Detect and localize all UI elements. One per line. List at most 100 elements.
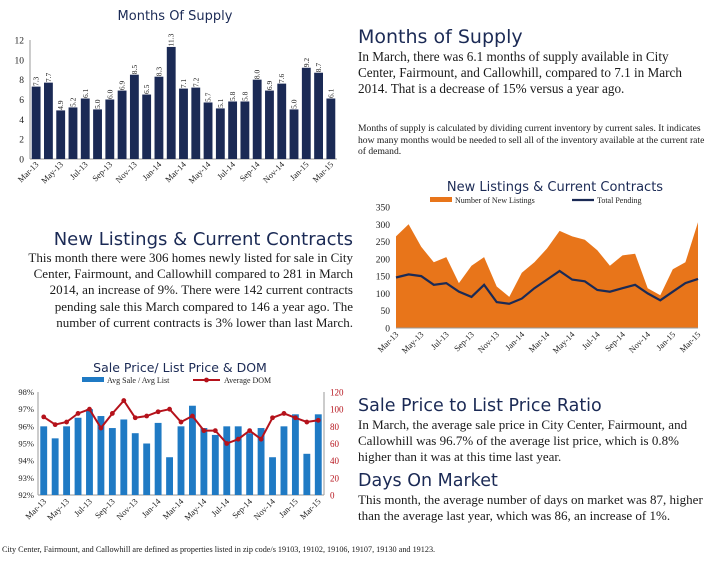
right-tick-label: 80 bbox=[330, 422, 340, 432]
x-tick-label: Jan-14 bbox=[140, 159, 164, 183]
right-tick-label: 100 bbox=[330, 405, 344, 415]
x-tick-label: Mar-14 bbox=[160, 496, 186, 522]
left-tick-label: 96% bbox=[18, 421, 34, 431]
ratio-bar bbox=[189, 405, 196, 495]
sale-price-chart: 92% 93% 94% 95% 96% 97% 98% 0 20 40 60 80 100 120 Avg … bbox=[18, 376, 344, 522]
x-tick-label: May-13 bbox=[45, 496, 71, 522]
ratio-bar bbox=[120, 419, 128, 495]
bar bbox=[166, 46, 176, 159]
bar-value-label: 5.0 bbox=[93, 99, 102, 109]
new-listings-area bbox=[396, 222, 698, 328]
x-tick-label: Nov-13 bbox=[114, 496, 139, 521]
bar-value-label: 6.0 bbox=[105, 89, 114, 99]
ratio-bar bbox=[108, 428, 116, 495]
dom-point bbox=[281, 411, 287, 416]
right-tick-label: 120 bbox=[330, 388, 344, 398]
left-tick-label: 94% bbox=[18, 456, 34, 466]
dom-point bbox=[144, 413, 150, 419]
bar-value-label: 8.7 bbox=[314, 63, 323, 73]
dom-point bbox=[258, 436, 264, 442]
ratio-bar bbox=[246, 433, 254, 495]
x-tick-label: Mar-15 bbox=[677, 329, 702, 354]
dom-point bbox=[315, 417, 321, 423]
bar bbox=[43, 82, 53, 159]
y-tick-label: 8 bbox=[19, 76, 24, 86]
y-tick-label: 200 bbox=[376, 255, 391, 265]
x-tick-label: Sep-13 bbox=[452, 329, 476, 353]
y-tick-label: 250 bbox=[376, 238, 391, 248]
bar-value-label: 5.8 bbox=[240, 91, 249, 101]
bar bbox=[314, 72, 324, 159]
x-tick-label: May-13 bbox=[39, 159, 65, 185]
dom-heading: Days On Market bbox=[358, 471, 498, 491]
ratio-bar bbox=[257, 428, 265, 495]
bar-value-label: 11.3 bbox=[167, 33, 176, 46]
legend-swatch-new-listings bbox=[430, 197, 452, 202]
dom-point bbox=[98, 425, 104, 431]
legend-label-new-listings: Number of New Listings bbox=[455, 196, 535, 205]
left-tick-label: 92% bbox=[18, 490, 34, 500]
bar bbox=[203, 102, 213, 159]
x-tick-label: Jul-14 bbox=[215, 159, 238, 182]
left-tick-label: 97% bbox=[18, 404, 34, 414]
sale-price-chart-title: Sale Price/ List Price & DOM bbox=[93, 360, 267, 375]
x-tick-label: Jul-14 bbox=[209, 496, 232, 519]
ratio-bar bbox=[86, 409, 93, 495]
bar bbox=[191, 87, 201, 159]
right-tick-label: 40 bbox=[330, 456, 340, 466]
x-tick-label: Jul-13 bbox=[72, 496, 94, 518]
dom-point bbox=[212, 428, 218, 434]
ratio-bar bbox=[303, 453, 311, 495]
ratio-bar bbox=[234, 426, 242, 495]
left-tick-label: 95% bbox=[18, 439, 34, 449]
sale-price-heading: Sale Price to List Price Ratio bbox=[358, 396, 602, 416]
ratio-bar bbox=[177, 426, 185, 495]
months-supply-chart-title: Months Of Supply bbox=[117, 9, 233, 24]
x-tick-label: Jan-14 bbox=[139, 496, 163, 520]
ratio-bar bbox=[131, 433, 139, 495]
left-tick-label: 98% bbox=[18, 387, 34, 397]
bar-value-label: 5.8 bbox=[228, 91, 237, 101]
ratio-bar bbox=[74, 417, 82, 495]
bar-value-label: 6.1 bbox=[81, 88, 90, 98]
ratio-bar bbox=[223, 426, 231, 495]
bar-value-label: 7.2 bbox=[191, 77, 200, 87]
bar bbox=[142, 94, 152, 159]
bar-value-label: 6.9 bbox=[118, 80, 127, 90]
dom-point bbox=[270, 415, 275, 421]
dom-point bbox=[235, 436, 241, 442]
dom-point bbox=[304, 419, 310, 425]
bar bbox=[277, 83, 287, 159]
x-tick-label: Mar-13 bbox=[23, 496, 48, 521]
dom-point bbox=[41, 414, 47, 420]
right-tick-label: 0 bbox=[330, 491, 335, 501]
ratio-bar bbox=[97, 416, 105, 495]
dom-point bbox=[75, 411, 81, 416]
x-tick-label: Nov-13 bbox=[113, 159, 138, 184]
x-tick-label: Sep-13 bbox=[90, 159, 114, 183]
months-supply-heading: Months of Supply bbox=[358, 26, 523, 48]
bar bbox=[265, 90, 274, 159]
right-tick-label: 20 bbox=[330, 473, 340, 483]
dom-point bbox=[52, 422, 58, 428]
bar bbox=[326, 98, 336, 159]
left-tick-label: 93% bbox=[18, 473, 34, 483]
right-tick-label: 60 bbox=[330, 439, 340, 449]
legend-label-avg-sale: Avg Sale / Avg List bbox=[107, 376, 170, 385]
y-tick-label: 350 bbox=[376, 204, 391, 214]
dom-point bbox=[87, 406, 92, 412]
dom-point bbox=[190, 413, 195, 419]
bar-value-label: 4.9 bbox=[56, 100, 65, 110]
ratio-bar bbox=[51, 438, 59, 495]
x-tick-label: Mar-15 bbox=[298, 496, 323, 521]
ratio-bar bbox=[200, 428, 208, 495]
x-tick-label: Sep-14 bbox=[237, 159, 262, 184]
bar bbox=[179, 88, 188, 159]
x-tick-label: Nov-14 bbox=[261, 159, 287, 185]
ratio-bar bbox=[166, 457, 173, 495]
dom-point bbox=[121, 398, 127, 403]
footnote: City Center, Fairmount, and Callowhill a… bbox=[2, 545, 436, 554]
dom-point bbox=[64, 419, 69, 425]
x-tick-label: Mar-14 bbox=[163, 159, 189, 185]
y-tick-label: 4 bbox=[19, 116, 24, 126]
